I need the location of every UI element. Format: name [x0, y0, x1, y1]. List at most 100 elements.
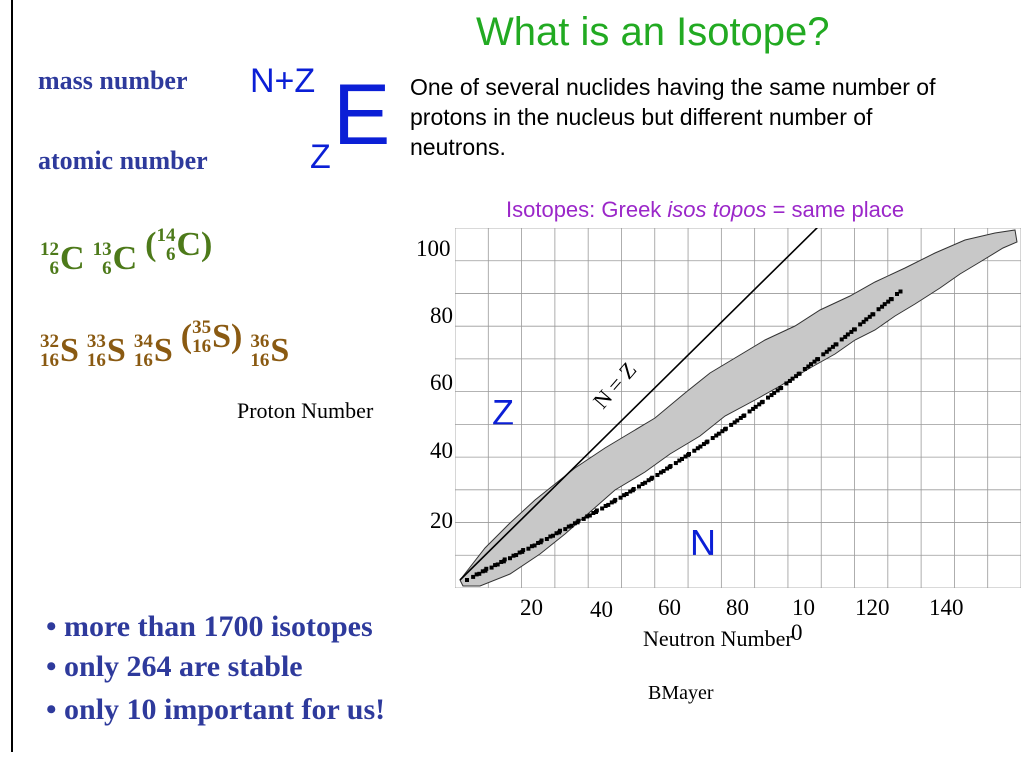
stable-isotope-mark [775, 388, 780, 393]
stable-isotope-mark [698, 444, 703, 449]
y-axis-label: Proton Number [237, 398, 374, 423]
stable-isotope-mark [477, 571, 482, 576]
atomic-number-label: atomic number [38, 146, 208, 175]
isotope-notation: 12 6 C [40, 240, 85, 278]
stable-isotope-mark [882, 302, 887, 307]
left-border-line [11, 0, 13, 752]
stable-isotope-mark [714, 433, 719, 438]
mass-atomic-stack: 13 6 [93, 240, 112, 278]
isotope-notation: 33 16 S [87, 332, 126, 370]
slide-title: What is an Isotope? [476, 10, 830, 54]
etymology-prefix: Isotopes: Greek [506, 197, 668, 222]
stable-isotope-mark [732, 420, 737, 425]
stable-isotope-mark [769, 393, 774, 398]
isotope-atomic-number: 16 [133, 350, 153, 371]
stable-isotope-mark [741, 413, 746, 418]
isotope-atomic-number: 16 [40, 350, 59, 371]
stable-isotope-mark [778, 386, 783, 391]
isotope-definition: One of several nuclides having the same … [410, 74, 936, 160]
stable-isotope-mark [628, 489, 633, 494]
stable-isotope-mark [532, 543, 537, 548]
stable-isotope-mark [551, 533, 555, 538]
mass-number-label: mass number [38, 66, 188, 95]
stable-isotope-mark [888, 297, 893, 302]
stable-isotope-mark [806, 364, 811, 369]
stable-isotope-mark [520, 549, 525, 554]
stable-isotope-mark [759, 400, 764, 405]
stable-isotope-mark [557, 530, 562, 535]
stable-isotope-mark [499, 559, 504, 564]
n-equals-z-label: N = Z [588, 357, 641, 413]
stable-isotope-mark [852, 327, 856, 332]
stable-isotope-mark [723, 427, 727, 432]
stable-isotope-mark [796, 371, 801, 376]
bullet-item: • only 264 are stable [46, 650, 303, 683]
stable-isotope-mark [839, 337, 844, 342]
stable-isotope-mark [480, 569, 485, 574]
stable-isotope-mark [794, 374, 799, 379]
n-equals-z-line [459, 228, 819, 581]
isotope-atomic-number: 16 [192, 336, 212, 357]
stable-isotope-mark [585, 514, 590, 519]
isotope-mass-number: 35 [192, 317, 212, 338]
stable-isotope-mark [643, 480, 648, 485]
stable-isotope-mark [508, 556, 512, 561]
stable-isotope-mark [716, 431, 721, 436]
mass-atomic-stack: 36 16 [250, 332, 269, 370]
stable-isotope-mark [544, 537, 549, 542]
mass-atomic-stack: 32 16 [40, 332, 59, 370]
stable-isotope-mark [830, 344, 835, 349]
stable-isotope-mark [474, 572, 479, 577]
stable-isotope-mark [692, 448, 697, 453]
etymology-greek-term: isos topos [667, 197, 767, 222]
stable-isotope-mark [815, 357, 820, 362]
x-tick-label: 10 [792, 595, 815, 620]
stable-isotope-mark [594, 509, 598, 514]
notation-element-symbol: E [333, 67, 391, 163]
stable-isotope-mark [809, 362, 813, 367]
stable-isotope-mark [680, 457, 684, 461]
stable-isotope-mark [729, 422, 734, 427]
isotope-atomic-number: 16 [86, 350, 106, 371]
stable-isotope-mark [864, 317, 869, 322]
stable-isotopes [465, 289, 903, 582]
open-paren: ( [145, 226, 157, 263]
isotope-mass-number: 13 [92, 239, 112, 260]
stable-isotope-mark [766, 395, 770, 400]
stable-isotope-mark [880, 304, 885, 309]
stable-isotope-mark [695, 446, 700, 451]
isotope-mass-number: 14 [156, 225, 176, 246]
isotope-mass-number: 32 [40, 331, 59, 352]
mass-atomic-stack: 35 16 [192, 318, 211, 356]
close-paren: ) [201, 226, 213, 263]
stable-isotope-mark [591, 510, 596, 515]
stable-isotope-mark [735, 418, 740, 423]
isotope-atomic-number: 6 [49, 258, 60, 279]
chart-of-nuclides: N = Z [455, 228, 1021, 588]
stable-isotope-mark [772, 390, 777, 395]
isotope-mass-number: 33 [86, 331, 106, 352]
stable-isotope-mark [538, 540, 543, 545]
isotope-symbol: S [153, 332, 173, 369]
stable-isotope-mark [646, 478, 651, 483]
stable-isotope-mark [548, 534, 553, 539]
mass-atomic-stack: 12 6 [40, 240, 59, 278]
stable-isotope-mark [581, 516, 586, 521]
x-tick-label: 140 [929, 595, 964, 620]
stable-isotope-mark [821, 352, 826, 357]
stable-isotope-mark [677, 458, 682, 463]
stable-isotope-mark [827, 347, 832, 352]
open-paren: ( [180, 318, 193, 355]
stable-isotope-mark [843, 334, 848, 339]
isotope-notation: 13 6 C [93, 240, 138, 278]
stable-isotope-mark [471, 574, 476, 579]
stable-isotope-mark [704, 440, 709, 445]
y-tick-label: 100 [416, 236, 451, 261]
stable-isotope-mark [483, 568, 488, 573]
isotope-atomic-number: 16 [250, 350, 270, 371]
stable-isotope-mark [603, 503, 608, 508]
isotope-notation: (14 6 C) [145, 226, 212, 264]
stable-isotope-mark [658, 470, 663, 475]
stable-isotope-mark [640, 482, 645, 487]
isotope-notation: 32 16 S [40, 332, 79, 370]
